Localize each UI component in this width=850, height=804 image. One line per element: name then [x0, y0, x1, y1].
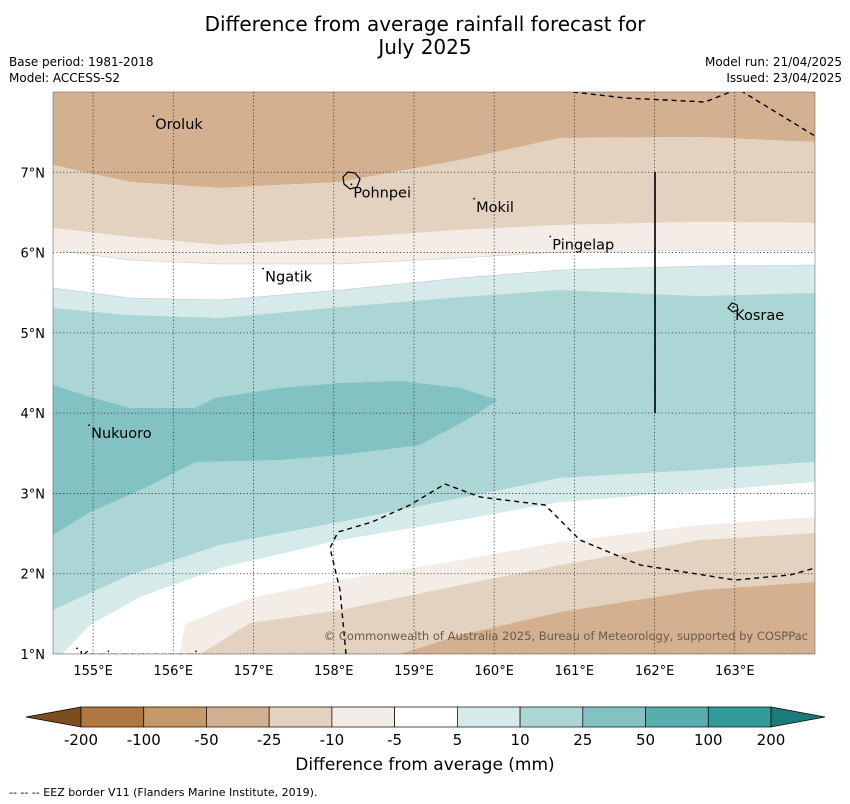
colorbar-segment [143, 706, 207, 728]
colorbar-tick-label: 50 [636, 731, 655, 749]
contour-wet-5-10-south [53, 462, 815, 654]
contour-dry-5-10 [53, 222, 815, 264]
y-axis-ticks: 1°N 2°N 3°N 4°N 5°N 6°N 7°N [21, 166, 46, 663]
colorbar-tick-label: -5 [387, 731, 402, 749]
place-marker [473, 197, 476, 200]
colorbar-segment [519, 706, 584, 728]
place-label: Nukuoro [91, 426, 152, 442]
contour-dry-25-50 [53, 92, 815, 188]
place-label: Kosrae [735, 308, 784, 324]
kosrae-island [727, 302, 739, 313]
y-tick-label: 3°N [21, 487, 46, 502]
pohnpei-island [342, 171, 361, 190]
colorbar-extend-high [770, 706, 826, 728]
map-title: Difference from average rainfall forecas… [0, 13, 850, 59]
colorbar-tick-label: -10 [320, 731, 345, 749]
contour-dry-25-50-south [400, 582, 815, 654]
x-tick-label: 163°E [715, 664, 755, 679]
y-tick-label: 4°N [21, 407, 46, 422]
colorbar-segment [206, 706, 270, 728]
graticule [53, 92, 815, 654]
model-name: Model: ACCESS-S2 [9, 71, 121, 85]
colorbar-segment [331, 706, 395, 728]
x-tick-label: 160°E [474, 664, 514, 679]
colorbar-segment [707, 706, 772, 728]
base-period: Base period: 1981-2018 [9, 55, 154, 69]
title-line-2: July 2025 [378, 35, 472, 59]
x-axis-ticks: 155°E 156°E 157°E 158°E 159°E 160°E 161°E 162°E… [73, 664, 754, 679]
colorbar-segment [268, 706, 333, 728]
place-marker [152, 115, 155, 117]
plot-frame [52, 91, 816, 655]
x-tick-label: 157°E [234, 664, 274, 679]
meta-left: Base period: 1981-2018 Model: ACCESS-S2 [9, 54, 154, 86]
place-marker [549, 235, 552, 238]
contour-wet-5-10 [53, 265, 815, 318]
x-tick-label: 161°E [555, 664, 595, 679]
colorbar-tick-label: 10 [511, 731, 530, 749]
eez-footnote: -- -- -- EEZ border V11 (Flanders Marine… [9, 786, 318, 799]
eez-border [329, 92, 815, 654]
place-marker [732, 306, 735, 309]
y-tick-label: 2°N [21, 568, 46, 583]
colorbar-tick-label: -50 [194, 731, 219, 749]
place-labels: Oroluk Pohnpei Mokil Pingelap Ngatik Kosrae Nu… [76, 115, 784, 665]
y-tick-label: 7°N [21, 166, 46, 181]
x-tick-label: 159°E [394, 664, 434, 679]
colorbar-tick-label: -100 [127, 731, 161, 749]
colorbar: -200 -100 -50 -25 -10 -5 5 10 25 50 100 200 [25, 706, 826, 749]
place-marker [262, 267, 265, 270]
colorbar-tick-label: 100 [694, 731, 723, 749]
model-run: Model run: 21/04/2025 [704, 55, 842, 69]
colorbar-title: Difference from average (mm) [295, 755, 555, 775]
copyright-notice: © Commonwealth of Australia 2025, Bureau… [324, 629, 808, 643]
contour-dry-5-10-south [180, 517, 815, 654]
x-tick-label: 155°E [73, 664, 113, 679]
colorbar-tick-label: 5 [453, 731, 463, 749]
place-label: Kapingamarangi [79, 649, 198, 665]
place-label: Pingelap [552, 238, 614, 254]
place-label: Mokil [476, 200, 514, 216]
issue-date: Issued: 23/04/2025 [726, 71, 842, 85]
colorbar-tick-label: -200 [64, 731, 98, 749]
contour-fields: Oroluk Pohnpei Mokil Pingelap Ngatik Kosrae Nu… [53, 92, 815, 665]
colorbar-segment [645, 706, 709, 728]
place-label: Oroluk [155, 117, 203, 133]
colorbar-tick-label: 200 [757, 731, 786, 749]
colorbar-segment [457, 706, 521, 728]
y-tick-label: 1°N [21, 648, 46, 663]
place-marker [76, 647, 78, 650]
x-tick-label: 158°E [314, 664, 354, 679]
place-label: Pohnpei [353, 185, 411, 201]
meta-right: Model run: 21/04/2025 Issued: 23/04/2025 [705, 54, 842, 86]
colorbar-extend-low [25, 706, 82, 728]
contour-wet-25-50 [53, 381, 498, 535]
colorbar-segment [394, 706, 458, 728]
contour-dry-10-25-south [200, 533, 815, 654]
colorbar-segment [80, 706, 145, 728]
x-tick-label: 162°E [635, 664, 675, 679]
colorbar-tick-label: -25 [257, 731, 282, 749]
contour-wet-10-25 [53, 290, 815, 610]
colorbar-segment [582, 706, 646, 728]
place-marker [88, 424, 90, 427]
place-label: Ngatik [265, 270, 313, 286]
place-marker [350, 183, 353, 186]
y-tick-label: 6°N [21, 247, 46, 262]
title-line-1: Difference from average rainfall forecas… [204, 12, 646, 36]
y-tick-label: 5°N [21, 327, 46, 342]
x-tick-label: 156°E [154, 664, 194, 679]
colorbar-tick-label: 25 [573, 731, 592, 749]
contour-dry-10-25 [53, 137, 815, 245]
